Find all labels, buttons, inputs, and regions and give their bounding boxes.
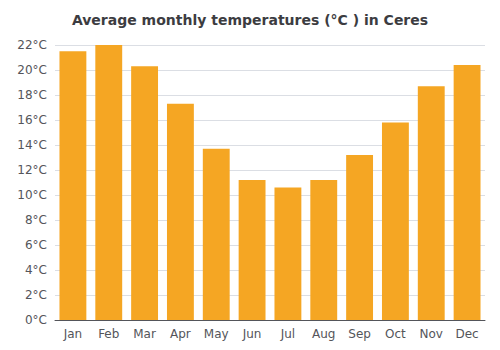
svg-text:8°C: 8°C — [25, 213, 47, 227]
svg-text:4°C: 4°C — [25, 263, 47, 277]
svg-text:Aug: Aug — [312, 327, 335, 341]
svg-text:Mar: Mar — [133, 327, 156, 341]
svg-text:Nov: Nov — [420, 327, 443, 341]
svg-text:0°C: 0°C — [25, 313, 47, 327]
svg-text:14°C: 14°C — [17, 138, 47, 152]
svg-text:20°C: 20°C — [17, 63, 47, 77]
svg-text:Sep: Sep — [348, 327, 371, 341]
svg-text:Dec: Dec — [455, 327, 478, 341]
svg-text:Average monthly temperatures (: Average monthly temperatures (°C ) in Ce… — [72, 12, 428, 28]
svg-text:6°C: 6°C — [25, 238, 47, 252]
svg-text:18°C: 18°C — [17, 88, 47, 102]
svg-text:Jun: Jun — [242, 327, 262, 341]
svg-text:Apr: Apr — [170, 327, 191, 341]
svg-text:Jan: Jan — [63, 327, 83, 341]
svg-text:Oct: Oct — [385, 327, 406, 341]
svg-text:May: May — [204, 327, 229, 341]
svg-text:Jul: Jul — [280, 327, 295, 341]
svg-text:16°C: 16°C — [17, 113, 47, 127]
svg-text:12°C: 12°C — [17, 163, 47, 177]
svg-text:22°C: 22°C — [17, 38, 47, 52]
svg-text:Feb: Feb — [98, 327, 119, 341]
svg-text:10°C: 10°C — [17, 188, 47, 202]
svg-text:2°C: 2°C — [25, 288, 47, 302]
